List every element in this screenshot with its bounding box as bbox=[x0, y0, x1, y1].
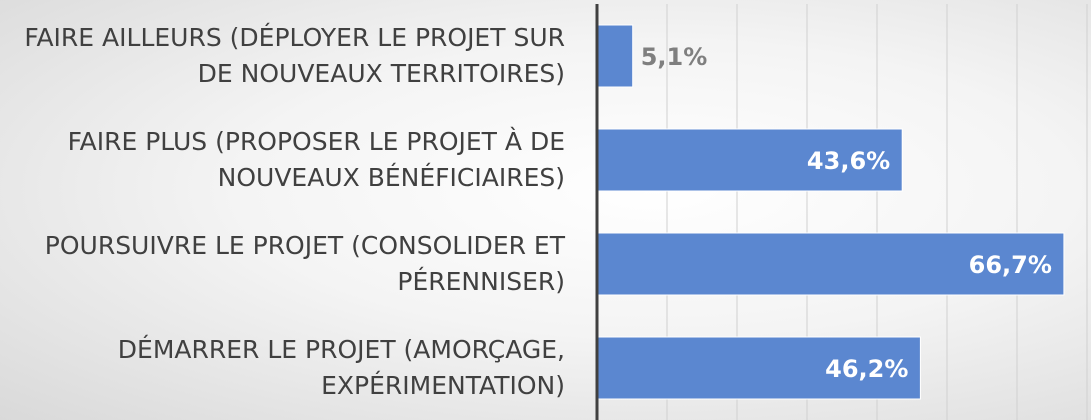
data-label: 43,6% bbox=[807, 147, 890, 175]
y-tick-label: POURSUIVRE LE PROJET (CONSOLIDER ET PÉRE… bbox=[44, 231, 565, 296]
y-tick-label: FAIRE AILLEURS (DÉPLOYER LE PROJET SUR D… bbox=[24, 23, 565, 88]
bar bbox=[596, 24, 634, 88]
y-tick-label: FAIRE PLUS (PROPOSER LE PROJET À DE NOUV… bbox=[67, 127, 565, 192]
bar bbox=[596, 336, 921, 400]
data-label: 46,2% bbox=[825, 355, 908, 383]
bar bbox=[596, 232, 1065, 296]
y-tick-label: DÉMARRER LE PROJET (AMORÇAGE, EXPÉRIMENT… bbox=[117, 335, 565, 400]
data-label: 5,1% bbox=[641, 43, 708, 71]
data-label: 66,7% bbox=[969, 251, 1052, 279]
